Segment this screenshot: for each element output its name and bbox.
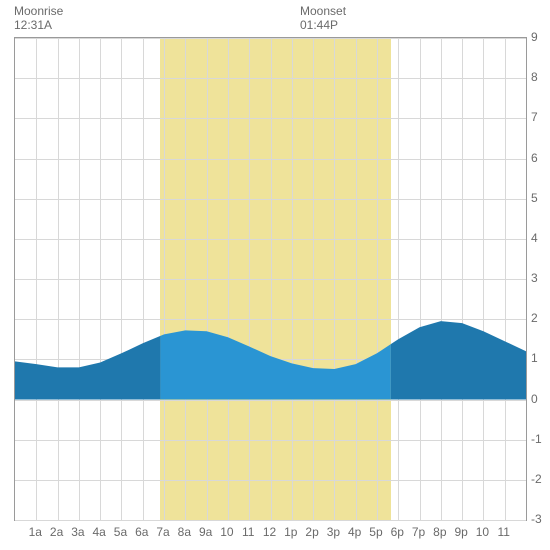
x-tick: 3p: [323, 525, 343, 539]
x-tick: 11: [238, 525, 258, 539]
moonset-title: Moonset: [300, 4, 346, 18]
x-tick: 2p: [302, 525, 322, 539]
moonrise-title: Moonrise: [14, 4, 63, 18]
x-tick: 10: [472, 525, 492, 539]
y-tick: 2: [531, 311, 550, 325]
x-tick: 12: [260, 525, 280, 539]
y-tick: -1: [531, 432, 550, 446]
y-tick: 3: [531, 271, 550, 285]
x-tick: 7p: [409, 525, 429, 539]
x-tick: 6p: [387, 525, 407, 539]
x-tick: 7a: [153, 525, 173, 539]
x-tick: 9p: [451, 525, 471, 539]
x-tick: 5a: [110, 525, 130, 539]
y-tick: 4: [531, 231, 550, 245]
x-tick: 4a: [89, 525, 109, 539]
x-tick: 5p: [366, 525, 386, 539]
x-tick: 6a: [132, 525, 152, 539]
tide-area: [15, 38, 526, 520]
y-tick: -3: [531, 512, 550, 526]
x-tick: 4p: [345, 525, 365, 539]
x-tick: 11: [494, 525, 514, 539]
y-tick: 0: [531, 392, 550, 406]
x-tick: 8a: [174, 525, 194, 539]
x-tick: 2a: [47, 525, 67, 539]
tide-chart: [14, 37, 527, 521]
y-tick: 8: [531, 70, 550, 84]
y-tick: 1: [531, 351, 550, 365]
moonset-time: 01:44P: [300, 18, 346, 32]
moonrise-label: Moonrise 12:31A: [14, 4, 63, 32]
x-tick: 1p: [281, 525, 301, 539]
moonrise-time: 12:31A: [14, 18, 63, 32]
x-tick: 9a: [196, 525, 216, 539]
moonset-label: Moonset 01:44P: [300, 4, 346, 32]
x-tick: 10: [217, 525, 237, 539]
y-tick: 7: [531, 110, 550, 124]
y-tick: -2: [531, 472, 550, 486]
y-tick: 6: [531, 151, 550, 165]
y-tick: 5: [531, 191, 550, 205]
x-tick: 3a: [68, 525, 88, 539]
x-tick: 1a: [25, 525, 45, 539]
y-tick: 9: [531, 30, 550, 44]
x-tick: 8p: [430, 525, 450, 539]
